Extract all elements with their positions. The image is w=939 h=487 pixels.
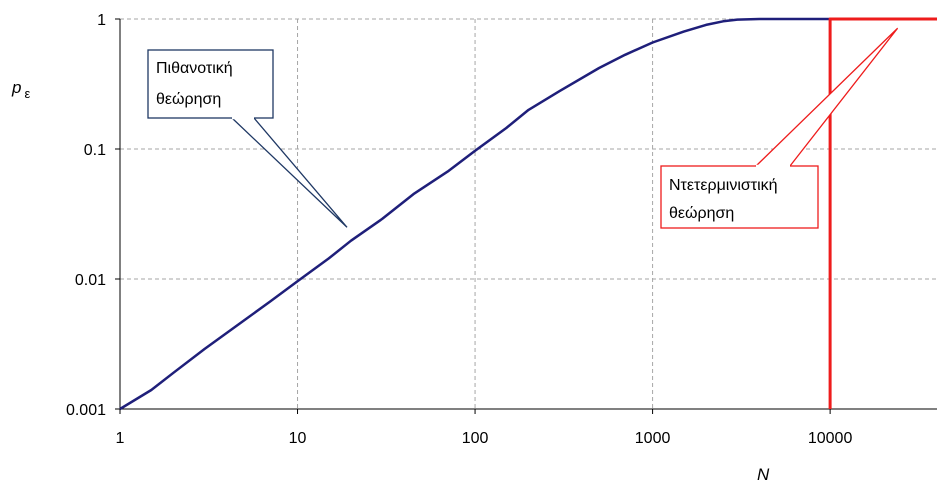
callout-probabilistic: Πιθανοτική θεώρηση: [147, 49, 348, 228]
callout-probabilistic-line2: θεώρηση: [156, 91, 221, 108]
y-tick-label: 0.01: [75, 272, 106, 289]
callout-probabilistic-box: [147, 49, 274, 119]
x-tick-label: 10: [289, 430, 307, 447]
x-tick-label: 1000: [635, 430, 671, 447]
callout-deterministic-box: [660, 165, 819, 229]
series: [119, 17, 937, 411]
series-line-deterministic: [828, 17, 937, 409]
callout-deterministic-pointer: [754, 27, 899, 167]
callout-probabilistic-pointer: [230, 117, 348, 228]
callout-probabilistic-line1: Πιθανοτική: [156, 60, 233, 77]
y-axis-title-sub: ε: [24, 86, 30, 101]
x-tick-label: 100: [462, 430, 489, 447]
callout-deterministic-line2: θεώρηση: [669, 205, 734, 222]
axes: [119, 19, 937, 410]
x-axis-title: N: [757, 465, 770, 484]
x-tick-label: 1: [116, 430, 125, 447]
callout-deterministic-line1: Ντετερμινιστική: [669, 177, 778, 194]
x-tick-label: 10000: [808, 430, 853, 447]
y-axis-title-main: p: [11, 78, 21, 97]
y-tick-label: 1: [97, 12, 106, 29]
y-tick-label: 0.1: [84, 142, 106, 159]
series-line-probabilistic: [119, 17, 937, 411]
y-tick-labels: 1 0.1 0.01 0.001: [66, 12, 120, 419]
callout-deterministic: Ντετερμινιστική θεώρηση: [660, 27, 899, 229]
x-tick-labels: 1 10 100 1000 10000: [116, 409, 853, 447]
y-tick-label: 0.001: [66, 402, 106, 419]
